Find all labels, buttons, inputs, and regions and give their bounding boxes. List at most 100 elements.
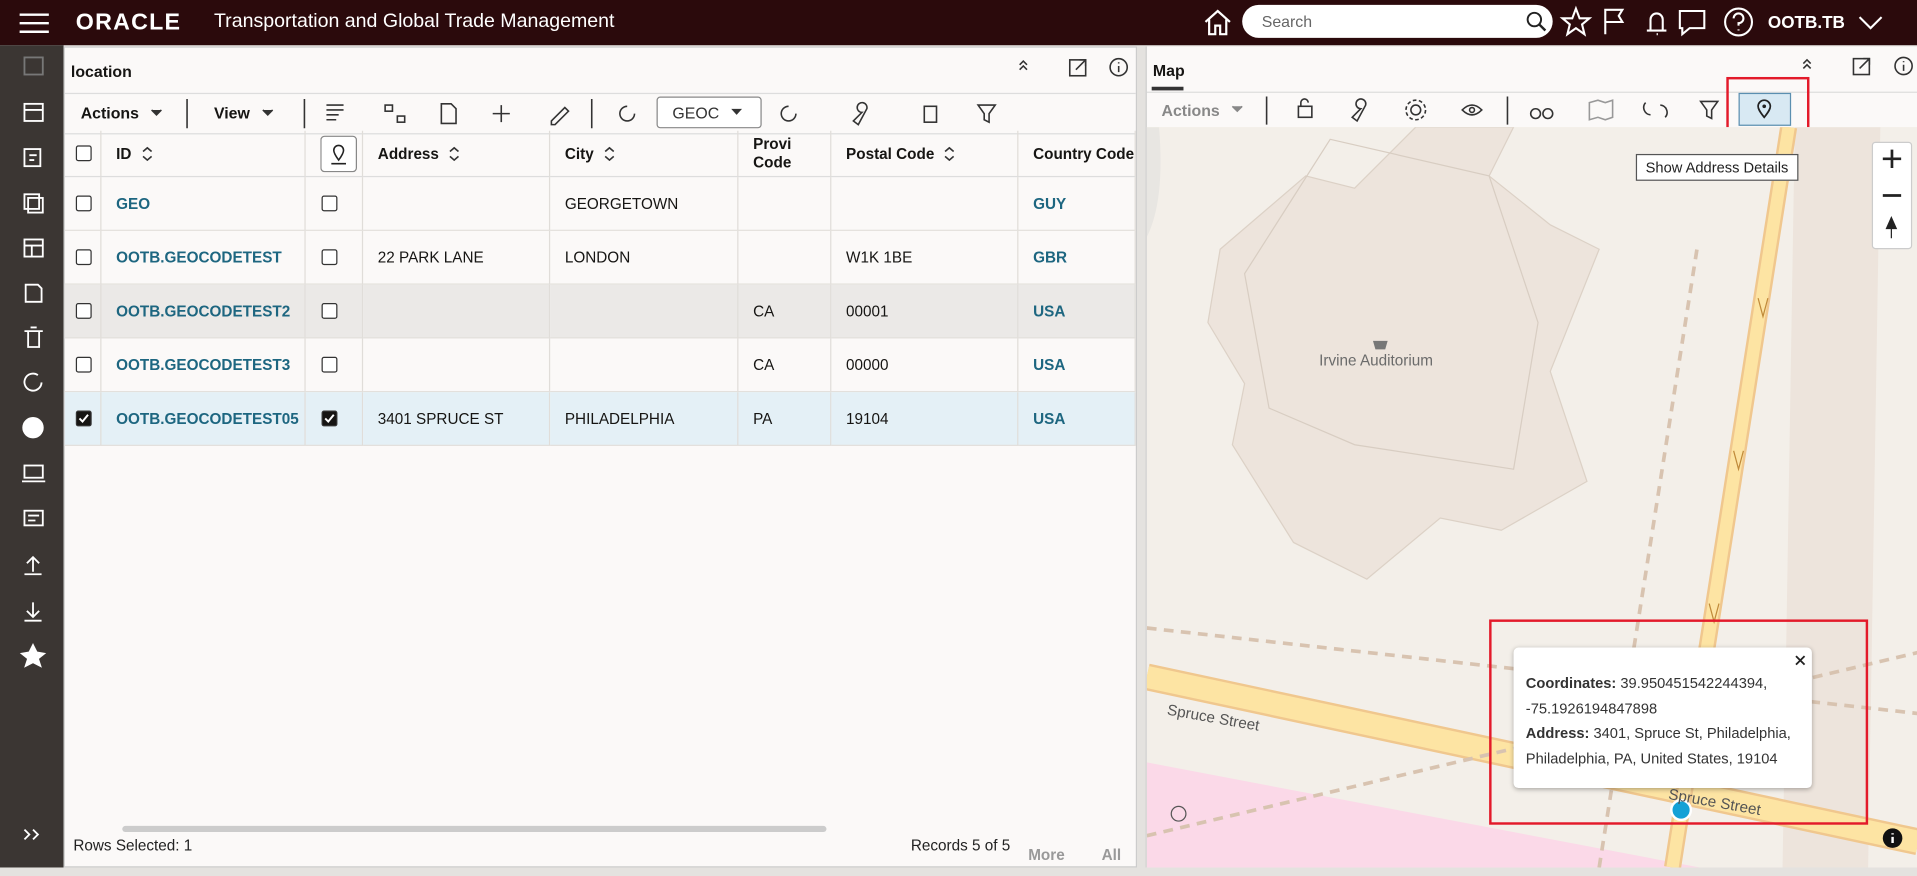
- search-box[interactable]: Search: [1242, 4, 1553, 38]
- row-map-cell[interactable]: [305, 338, 364, 393]
- all-button[interactable]: All: [1101, 846, 1122, 864]
- link-cell[interactable]: OOTB.GEOCODETEST3: [101, 338, 306, 393]
- select-all-cell: [64, 130, 102, 178]
- column-header[interactable]: City: [550, 130, 739, 178]
- row-map-cell[interactable]: [305, 284, 364, 339]
- location-panel: location Actions View GEOC ID Address City…: [63, 46, 1138, 868]
- info-icon[interactable]: [1880, 826, 1904, 850]
- row-map-cell[interactable]: [305, 392, 364, 446]
- map-checkbox[interactable]: [321, 303, 338, 319]
- column-header[interactable]: Postal Code: [831, 130, 1019, 178]
- link-cell[interactable]: OOTB.GEOCODETEST05: [101, 392, 306, 446]
- search-icon[interactable]: [1526, 11, 1548, 33]
- row-checkbox[interactable]: [75, 249, 92, 266]
- pin-column-icon[interactable]: [320, 135, 357, 172]
- data-table: ID Address City Provi Code Postal Code Countr…: [64, 130, 1136, 446]
- column-header[interactable]: Provi Code: [738, 130, 832, 178]
- tooltip: Show Address Details: [1635, 153, 1799, 181]
- table-cell: [550, 338, 739, 393]
- row-select-cell[interactable]: [64, 230, 102, 285]
- view-menu[interactable]: View: [213, 103, 250, 123]
- link-cell[interactable]: OOTB.GEOCODETEST: [101, 230, 306, 285]
- more-button[interactable]: More: [1028, 846, 1065, 864]
- table-cell: [550, 284, 739, 339]
- table-cell: CA: [738, 284, 832, 339]
- row-select-cell[interactable]: [64, 177, 102, 231]
- table-cell: [738, 177, 832, 231]
- check-mark: [78, 414, 89, 423]
- table-cell: [363, 284, 551, 339]
- show-address-button[interactable]: [1738, 92, 1792, 126]
- row-checkbox[interactable]: [75, 195, 92, 212]
- sort-icon[interactable]: [449, 146, 460, 161]
- link-cell[interactable]: GEO: [101, 177, 306, 231]
- table-cell: [363, 177, 551, 231]
- column-header[interactable]: Address: [363, 130, 551, 178]
- table-cell: [738, 230, 832, 285]
- logo: ORACLE: [75, 9, 182, 36]
- zoom-icons[interactable]: [1873, 143, 1911, 248]
- sort-icon[interactable]: [944, 146, 955, 161]
- row-checkbox[interactable]: [75, 356, 92, 373]
- table-cell: PA: [738, 392, 832, 446]
- table-cell: PHILADELPHIA: [550, 392, 739, 446]
- column-header[interactable]: Country Code: [1018, 130, 1136, 178]
- actions-menu[interactable]: Actions: [80, 103, 139, 123]
- side-nav: [0, 45, 64, 868]
- header-icons[interactable]: [1559, 5, 1889, 39]
- map-checkbox[interactable]: [321, 249, 338, 266]
- map-checkbox[interactable]: [321, 410, 338, 427]
- rows-selected: Rows Selected: 1: [73, 836, 193, 855]
- map-label: Irvine Auditorium: [1319, 351, 1434, 369]
- user-name[interactable]: OOTB.TB: [1767, 12, 1845, 32]
- menu-button[interactable]: [19, 12, 49, 34]
- column-header[interactable]: ID: [101, 130, 306, 178]
- map-column-cell[interactable]: [305, 130, 364, 178]
- map-panel: Map Actions Irvine Auditorium Spruce S: [1145, 46, 1917, 868]
- table-cell: 00001: [831, 284, 1019, 339]
- table-cell: 19104: [831, 392, 1019, 446]
- table-cell: 3401 SPRUCE ST: [363, 392, 551, 446]
- home-button[interactable]: [1202, 6, 1234, 38]
- records-count: Records 5 of 5: [910, 836, 1011, 855]
- row-checkbox[interactable]: [75, 303, 92, 319]
- toolbar-icons[interactable]: [65, 94, 1043, 133]
- close-button[interactable]: [1795, 655, 1807, 667]
- link-cell[interactable]: GBR: [1018, 230, 1136, 285]
- sort-icon[interactable]: [141, 146, 152, 161]
- link-cell[interactable]: USA: [1018, 338, 1136, 393]
- finder-value: GEOC: [672, 103, 720, 123]
- zoom-controls: [1871, 141, 1913, 250]
- map-canvas[interactable]: Irvine Auditorium Spruce Street Spruce S…: [1146, 127, 1917, 868]
- link-cell[interactable]: USA: [1018, 284, 1136, 339]
- map-toolbar-icons[interactable]: [1147, 93, 1917, 128]
- row-select-cell[interactable]: [64, 284, 102, 339]
- address-popup: Coordinates: 39.950451542244394, -75.192…: [1513, 647, 1812, 789]
- row-map-cell[interactable]: [305, 177, 364, 231]
- link-cell[interactable]: GUY: [1018, 177, 1136, 231]
- sort-icon[interactable]: [604, 146, 615, 161]
- map-checkbox[interactable]: [321, 195, 338, 212]
- row-checkbox[interactable]: [75, 410, 92, 427]
- actions-menu[interactable]: Actions: [1161, 101, 1220, 120]
- finder-dropdown[interactable]: GEOC: [656, 96, 762, 129]
- pin-icon: [1757, 99, 1772, 119]
- row-map-cell[interactable]: [305, 230, 364, 285]
- panel-title: Map: [1152, 61, 1185, 80]
- panel-controls[interactable]: [1014, 55, 1136, 82]
- panel-controls[interactable]: [1795, 54, 1917, 81]
- toolbar: Actions View GEOC: [64, 92, 1136, 135]
- map-checkbox[interactable]: [321, 356, 338, 373]
- link-cell[interactable]: USA: [1018, 392, 1136, 446]
- check-mark: [324, 414, 335, 423]
- scrollbar[interactable]: [122, 825, 827, 833]
- row-select-cell[interactable]: [64, 392, 102, 446]
- select-all-checkbox[interactable]: [75, 145, 92, 162]
- link-cell[interactable]: OOTB.GEOCODETEST2: [101, 284, 306, 339]
- popup-content: Coordinates: 39.950451542244394, -75.192…: [1526, 671, 1805, 771]
- row-select-cell[interactable]: [64, 338, 102, 393]
- tab-indicator: [1151, 86, 1184, 91]
- nav-icons[interactable]: [0, 45, 64, 867]
